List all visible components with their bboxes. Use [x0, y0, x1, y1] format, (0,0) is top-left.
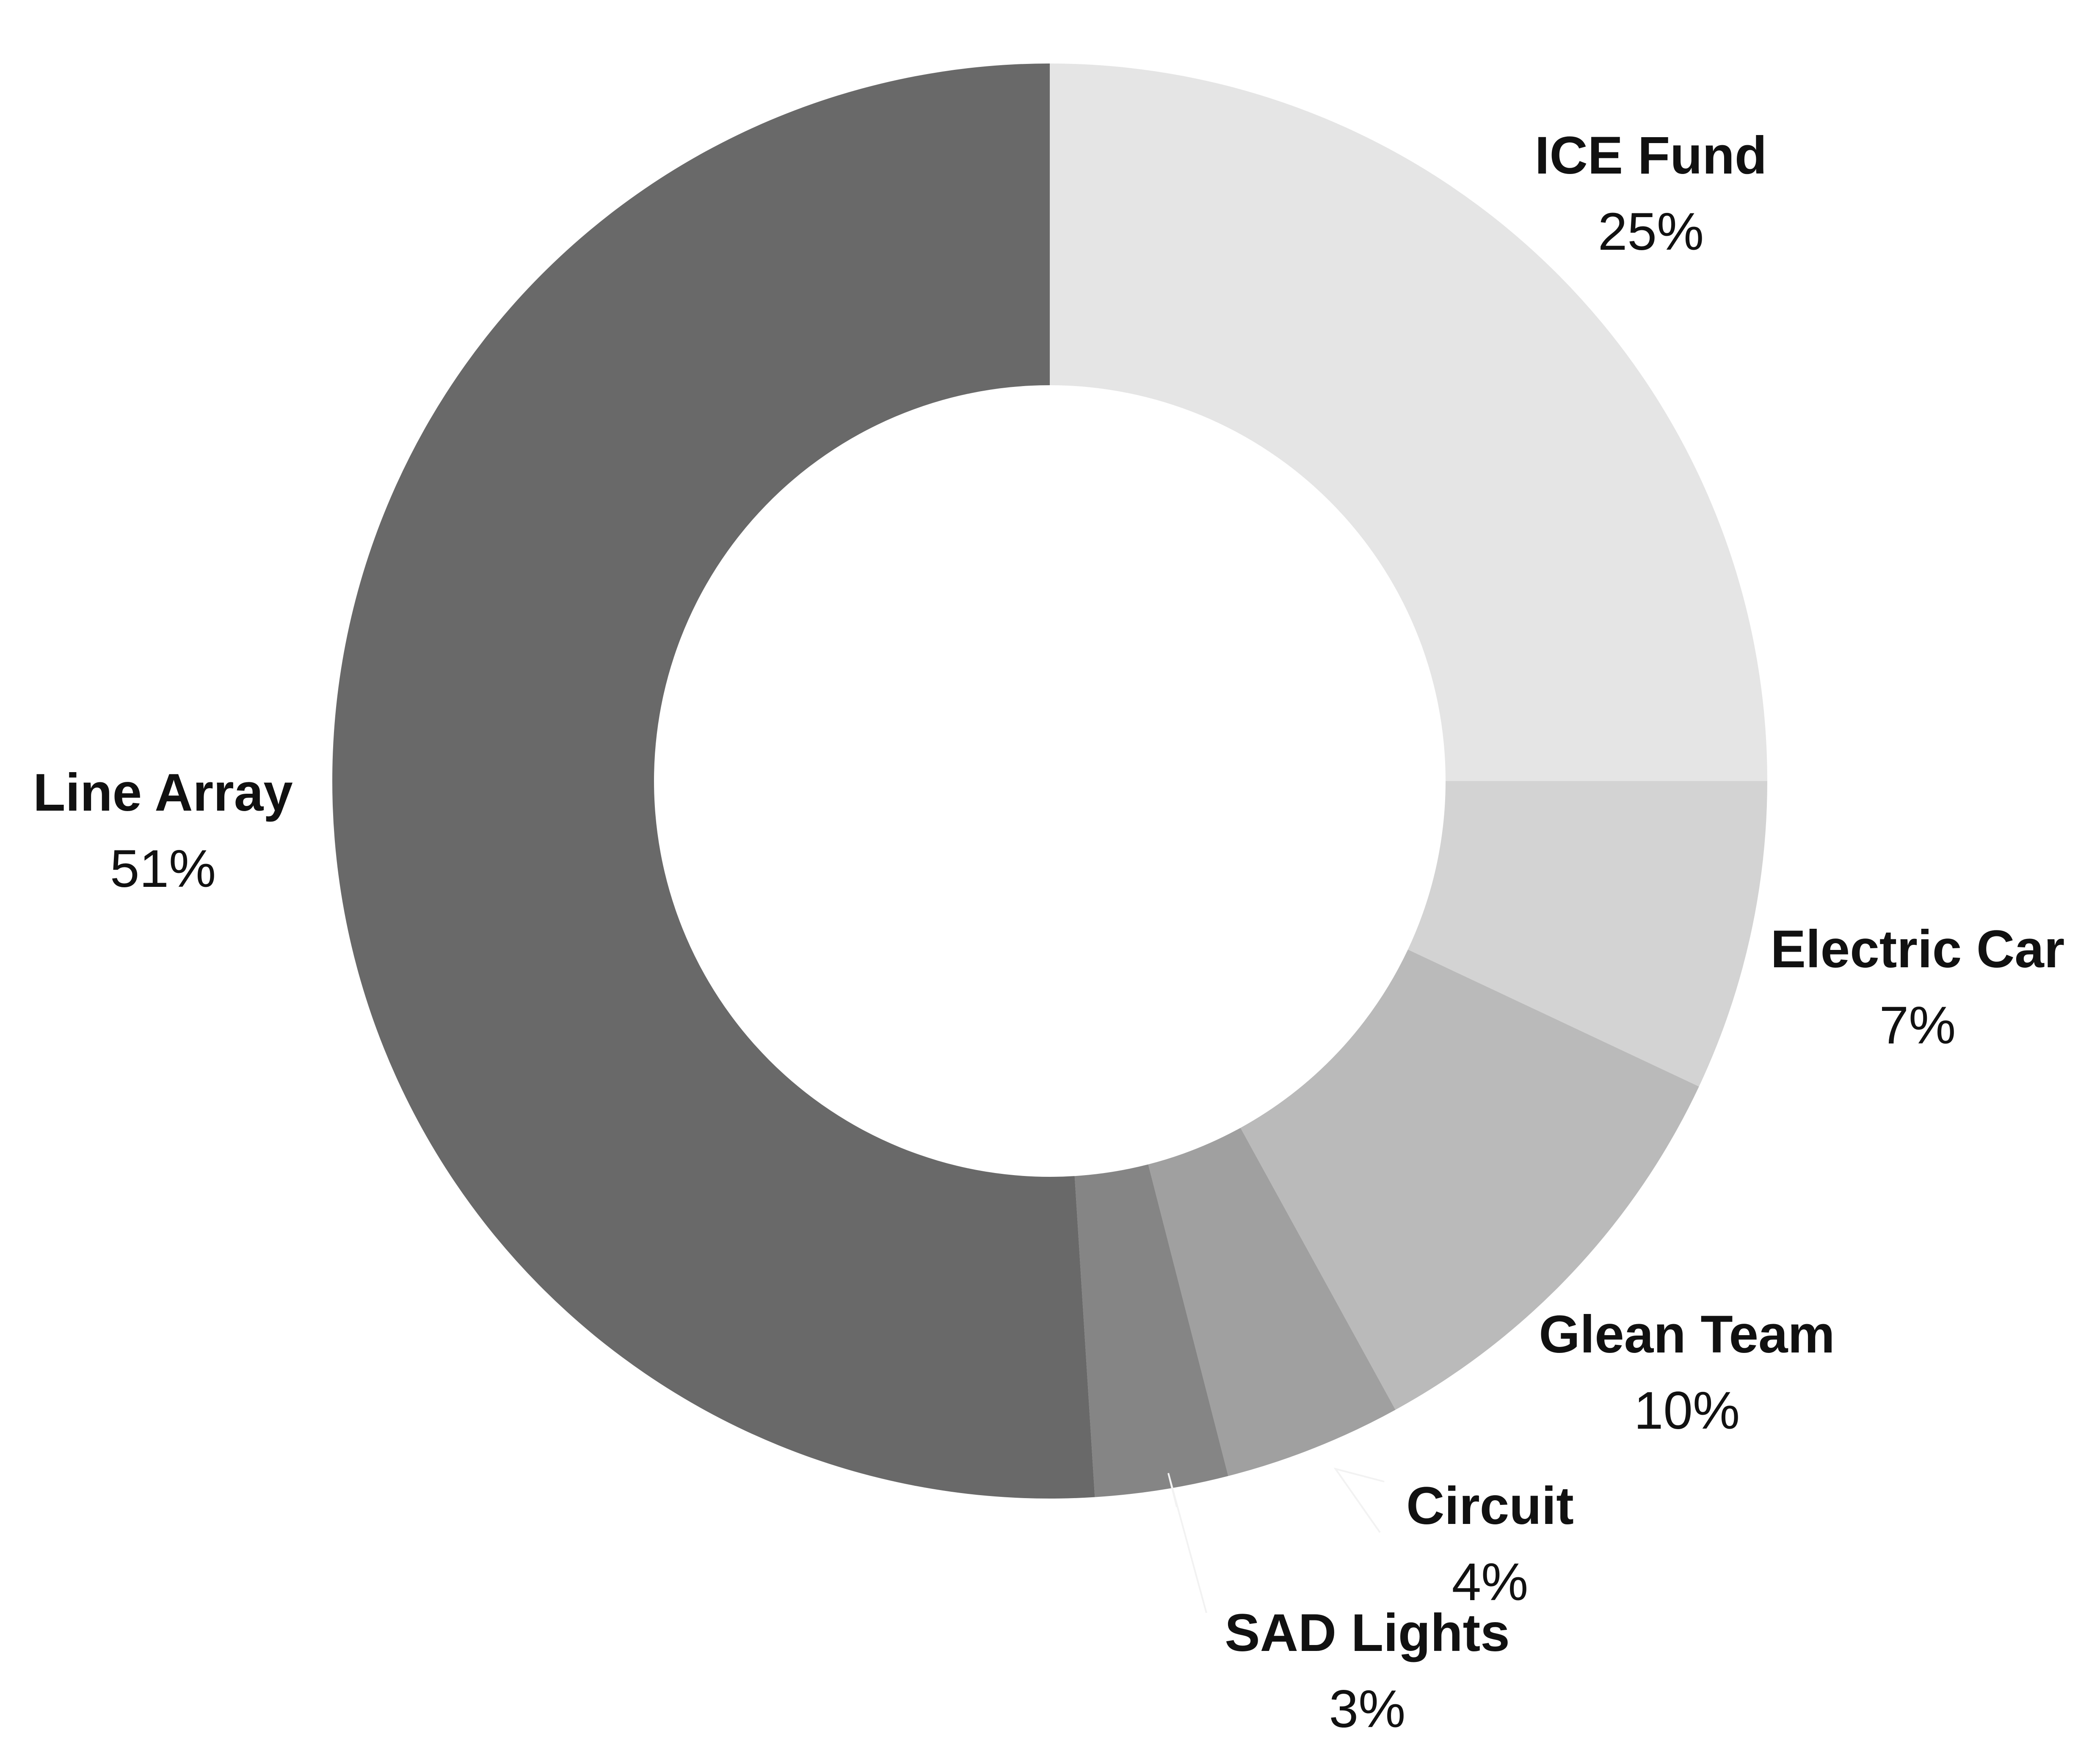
- slice-label-circuit: Circuit: [1406, 1477, 1574, 1535]
- slice-glean-team: [1240, 950, 1699, 1410]
- leader-line-sad-lights: [1167, 1473, 1207, 1613]
- slice-label-electric-car: Electric Car: [1771, 920, 2065, 979]
- slice-value-glean-team: 10%: [1634, 1381, 1740, 1440]
- slice-value-line-array: 51%: [110, 839, 216, 898]
- leader-lines-layer: [1167, 1467, 1385, 1613]
- labels-layer: ICE Fund 25% Electric Car 7% Glean Team 10% Ci…: [33, 126, 2064, 1739]
- slice-value-sad-lights: 3%: [1329, 1680, 1406, 1739]
- slice-label-sad-lights: SAD Lights: [1225, 1604, 1510, 1662]
- slice-label-glean-team: Glean Team: [1539, 1305, 1835, 1364]
- slice-electric-car: [1408, 781, 1767, 1087]
- slice-sad-lights: [1074, 1164, 1228, 1497]
- slice-label-ice-fund: ICE Fund: [1535, 126, 1767, 185]
- slice-value-circuit: 4%: [1452, 1553, 1529, 1612]
- slice-ice-fund: [1050, 63, 1767, 781]
- leader-line-circuit: [1333, 1467, 1385, 1533]
- slice-value-ice-fund: 25%: [1598, 202, 1704, 261]
- slice-value-electric-car: 7%: [1879, 996, 1956, 1055]
- slice-label-line-array: Line Array: [33, 763, 293, 822]
- slices-layer: [332, 63, 1767, 1499]
- slice-line-array: [332, 63, 1095, 1499]
- slice-circuit: [1148, 1128, 1396, 1476]
